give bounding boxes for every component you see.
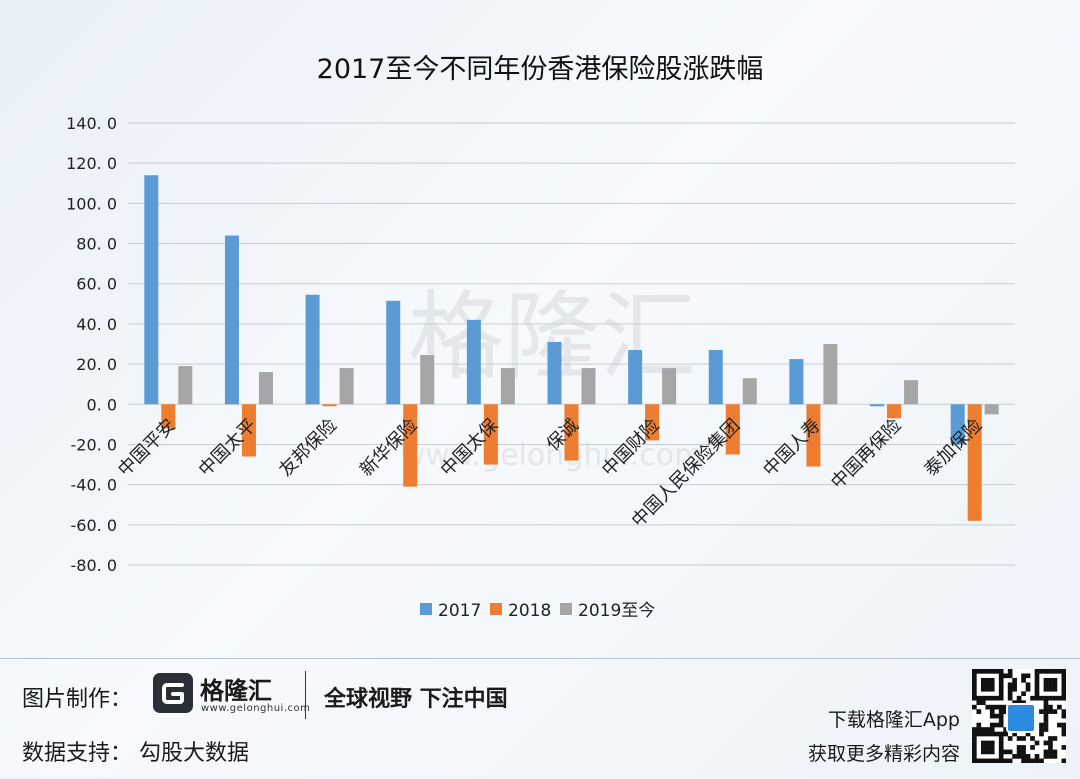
download-app-text: 下载格隆汇App (827, 709, 960, 731)
y-tick-label: -80. 0 (71, 556, 117, 575)
y-tick-label: -60. 0 (71, 516, 117, 535)
bar-2019至今-10 (984, 404, 999, 415)
bar-2017-7 (708, 350, 723, 405)
x-tick-label: 友邦保险 (275, 415, 341, 481)
y-tick-label: -20. 0 (71, 435, 117, 454)
more-content-text: 获取更多精彩内容 (807, 743, 960, 765)
bar-2018-1 (241, 404, 256, 457)
bar-2018-2 (322, 404, 337, 407)
data-support-label: 数据支持： 勾股大数据 (22, 741, 249, 766)
bar-2018-6 (645, 404, 660, 441)
bar-2018-5 (564, 404, 579, 461)
chart: 2017至今不同年份香港保险股涨跌幅 格隆汇 www.gelonghui.com… (66, 54, 1015, 621)
bar-2019至今-5 (581, 368, 596, 405)
bar-2019至今-9 (904, 380, 919, 405)
bar-2017-8 (789, 359, 804, 405)
bar-2018-4 (483, 404, 498, 465)
footer-divider (305, 671, 306, 719)
bar-2017-9 (870, 404, 885, 407)
bar-2019至今-0 (178, 366, 193, 405)
bar-2017-6 (628, 350, 643, 405)
legend-label: 2018 (508, 601, 551, 621)
y-tick-label: 140. 0 (66, 114, 117, 133)
bar-2018-8 (806, 404, 821, 467)
watermark-url: www.gelonghui.com (401, 438, 704, 473)
legend-swatch (560, 603, 572, 615)
y-tick-label: -40. 0 (71, 476, 117, 495)
bar-2017-1 (224, 235, 239, 405)
bar-2017-2 (305, 294, 320, 405)
y-tick-label: 20. 0 (76, 355, 117, 374)
bar-2017-10 (950, 404, 965, 445)
bar-2018-9 (887, 404, 902, 419)
bar-2017-0 (144, 175, 159, 405)
y-axis-ticks: 140. 0 120. 0 100. 0 80. 0 60. 0 40. 0 20. 0 0.… (66, 114, 117, 575)
y-tick-label: 60. 0 (76, 275, 117, 294)
y-tick-label: 120. 0 (66, 154, 117, 173)
chart-title: 2017至今不同年份香港保险股涨跌幅 (317, 54, 764, 85)
y-tick-label: 0. 0 (86, 395, 117, 414)
bar-2018-7 (725, 404, 740, 455)
bar-2017-3 (386, 300, 401, 405)
qr-logo-icon (1006, 703, 1036, 733)
x-tick-label: 中国平安 (114, 415, 180, 481)
logo-text: 格隆汇 (200, 677, 272, 705)
y-tick-label: 80. 0 (76, 235, 117, 254)
bar-2019至今-8 (823, 344, 838, 405)
legend-swatch (490, 603, 502, 615)
legend-label: 2019至今 (578, 601, 655, 621)
bar-2019至今-2 (339, 368, 354, 405)
made-by-label: 图片制作： (22, 687, 133, 712)
legend-swatch (420, 603, 432, 615)
bar-2018-3 (403, 404, 418, 487)
legend: 2017 2018 2019至今 (420, 601, 655, 621)
bar-2019至今-7 (742, 378, 757, 405)
bar-2019至今-6 (662, 368, 677, 405)
bar-2017-4 (466, 319, 481, 405)
bar-2018-0 (161, 404, 176, 429)
bar-2019至今-3 (420, 355, 435, 405)
y-tick-label: 100. 0 (66, 194, 117, 213)
bar-2019至今-4 (500, 368, 515, 405)
bar-2017-5 (547, 341, 562, 405)
footer: 图片制作： 格隆汇 www.gelonghui.com 全球视野 下注中国 数据… (0, 658, 1080, 779)
x-tick-label: 中国再保险 (827, 415, 905, 493)
legend-label: 2017 (438, 601, 481, 621)
gelonghui-g-logo-icon (153, 673, 193, 713)
logo-url: www.gelonghui.com (201, 703, 311, 714)
bar-2019至今-1 (258, 372, 273, 405)
bar-2018-10 (967, 404, 982, 521)
bars (144, 175, 999, 521)
y-tick-label: 40. 0 (76, 315, 117, 334)
slogan: 全球视野 下注中国 (324, 687, 508, 712)
